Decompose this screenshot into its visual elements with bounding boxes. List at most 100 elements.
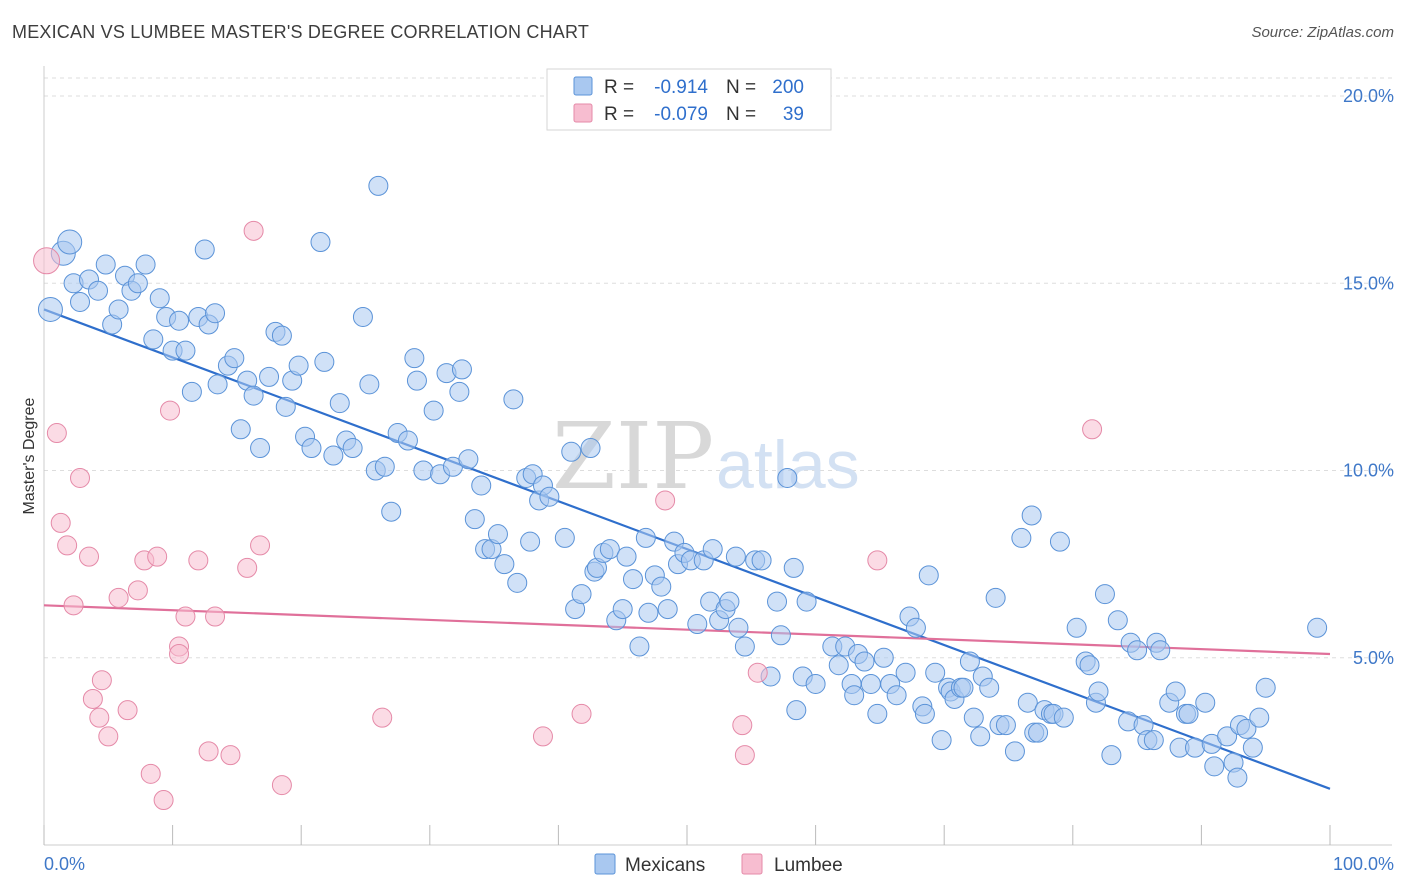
point-mexicans [905, 617, 926, 638]
point-mexicans [561, 441, 582, 462]
point-mexicans [918, 565, 939, 586]
point-mexicans [1195, 692, 1216, 713]
point-mexicans [95, 254, 116, 275]
point-mexicans [352, 306, 373, 327]
point-mexicans [127, 273, 148, 294]
point-mexicans [873, 647, 894, 668]
point-mexicans [413, 460, 434, 481]
point-mexicans [423, 400, 444, 421]
point-mexicans [1184, 737, 1205, 758]
point-mexicans [651, 576, 672, 597]
point-lumbee [91, 670, 112, 691]
point-mexicans [1204, 756, 1225, 777]
point-mexicans [612, 599, 633, 620]
point-mexicans [1165, 681, 1186, 702]
point-mexicans [925, 662, 946, 683]
point-lumbee [220, 745, 241, 766]
point-mexicans [786, 700, 807, 721]
point-mexicans [914, 703, 935, 724]
point-mexicans [359, 374, 380, 395]
point-mexicans [751, 550, 772, 571]
point-lumbee [734, 745, 755, 766]
point-lumbee [50, 512, 71, 533]
point-mexicans [471, 475, 492, 496]
y-tick-label: 20.0% [1343, 86, 1394, 106]
point-mexicans [728, 617, 749, 638]
point-mexicans [108, 299, 129, 320]
point-mexicans [1242, 737, 1263, 758]
point-mexicans [1255, 677, 1276, 698]
point-lumbee [250, 535, 271, 556]
point-lumbee [160, 400, 181, 421]
point-lumbee [271, 775, 292, 796]
point-mexicans [451, 359, 472, 380]
point-mexicans [310, 232, 331, 253]
point-mexicans [314, 351, 335, 372]
point-mexicans [777, 467, 798, 488]
point-mexicans [571, 584, 592, 605]
point-mexicans [458, 449, 479, 470]
point-mexicans [1107, 610, 1128, 631]
x-tick-min: 0.0% [44, 854, 85, 874]
point-mexicans [953, 677, 974, 698]
point-mexicans [629, 636, 650, 657]
y-tick-label: 15.0% [1343, 273, 1394, 293]
point-lumbee [867, 550, 888, 571]
legend-n-label: N = [726, 77, 756, 98]
point-mexicans [1079, 655, 1100, 676]
point-mexicans [539, 486, 560, 507]
legend-n-value: 200 [772, 77, 804, 98]
point-mexicans [449, 381, 470, 402]
point-lumbee [147, 546, 168, 567]
point-mexicans [381, 501, 402, 522]
point-mexicans [149, 288, 170, 309]
legend-r-label: R = [604, 77, 634, 98]
series-mexicans-points [37, 175, 1328, 788]
point-mexicans [635, 527, 656, 548]
watermark: ZIP atlas [552, 403, 860, 510]
point-mexicans [88, 280, 109, 301]
point-mexicans [1094, 584, 1115, 605]
data-points [33, 175, 1328, 811]
grid-lines: 5.0% 10.0% 15.0% 20.0% [44, 77, 1394, 668]
point-lumbee [372, 707, 393, 728]
point-mexicans [1017, 692, 1038, 713]
point-mexicans [507, 572, 528, 593]
point-lumbee [82, 688, 103, 709]
point-mexicans [1217, 726, 1238, 747]
point-mexicans [175, 340, 196, 361]
point-lumbee [89, 707, 110, 728]
point-mexicans [860, 673, 881, 694]
point-mexicans [224, 348, 245, 369]
point-lumbee [33, 247, 61, 275]
legend-swatch-mexicans [573, 76, 593, 96]
point-mexicans [828, 655, 849, 676]
point-mexicans [767, 591, 788, 612]
bottom-legend-swatch-mexicans [594, 853, 616, 875]
point-mexicans [301, 438, 322, 459]
series-lumbee-points [33, 220, 1103, 811]
point-mexicans [169, 310, 190, 331]
point-lumbee [747, 662, 768, 683]
point-mexicans [1236, 718, 1257, 739]
point-mexicans [37, 296, 63, 322]
legend-r-label: R = [604, 104, 634, 125]
point-mexicans [580, 438, 601, 459]
point-mexicans [135, 254, 156, 275]
point-mexicans [323, 445, 344, 466]
point-mexicans [329, 393, 350, 414]
point-lumbee [153, 790, 174, 811]
series-legend: Mexicans Lumbee [594, 853, 843, 876]
point-lumbee [63, 595, 84, 616]
point-mexicans [1150, 640, 1171, 661]
point-mexicans [959, 651, 980, 672]
legend-swatch-lumbee [573, 103, 593, 123]
point-mexicans [1021, 505, 1042, 526]
point-mexicans [702, 539, 723, 560]
point-mexicans [1011, 527, 1032, 548]
point-mexicans [259, 366, 280, 387]
point-mexicans [599, 539, 620, 560]
point-mexicans [770, 625, 791, 646]
point-mexicans [985, 587, 1006, 608]
